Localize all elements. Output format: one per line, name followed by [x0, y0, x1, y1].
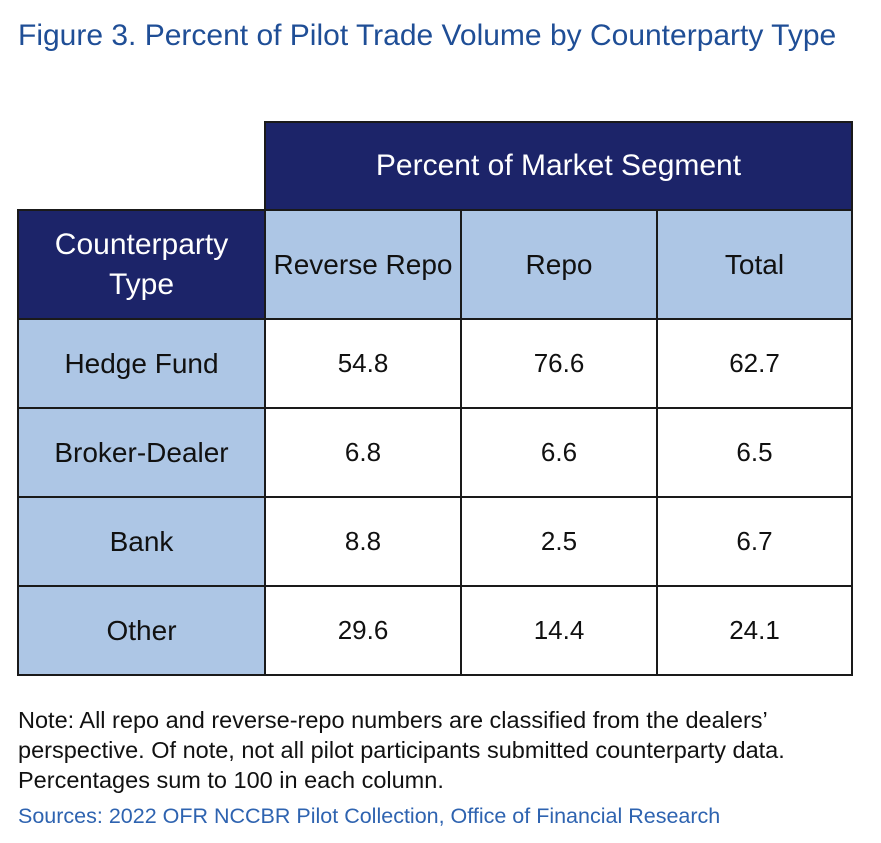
value-cell: 24.1	[656, 585, 853, 676]
value-cell: 6.8	[264, 407, 462, 498]
figure-title: Figure 3. Percent of Pilot Trade Volume …	[18, 19, 837, 52]
row-label: Hedge Fund	[17, 318, 266, 409]
column-header-repo: Repo	[460, 209, 658, 320]
column-header-total: Total	[656, 209, 853, 320]
value-cell: 6.5	[656, 407, 853, 498]
table-row: Hedge Fund 54.8 76.6 62.7	[17, 318, 853, 409]
group-header: Percent of Market Segment	[264, 121, 853, 211]
column-header-reverse-repo: Reverse Repo	[264, 209, 462, 320]
value-cell: 62.7	[656, 318, 853, 409]
row-header-title: Counterparty Type	[17, 209, 266, 320]
value-cell: 76.6	[460, 318, 658, 409]
row-label: Bank	[17, 496, 266, 587]
table-row: Other 29.6 14.4 24.1	[17, 585, 853, 676]
value-cell: 54.8	[264, 318, 462, 409]
value-cell: 6.7	[656, 496, 853, 587]
figure-note: Note: All repo and reverse-repo numbers …	[18, 707, 785, 793]
value-cell: 6.6	[460, 407, 658, 498]
table-row: Broker-Dealer 6.8 6.6 6.5	[17, 407, 853, 498]
row-label: Broker-Dealer	[17, 407, 266, 498]
table-row: Bank 8.8 2.5 6.7	[17, 496, 853, 587]
row-label: Other	[17, 585, 266, 676]
value-cell: 14.4	[460, 585, 658, 676]
value-cell: 29.6	[264, 585, 462, 676]
value-cell: 2.5	[460, 496, 658, 587]
value-cell: 8.8	[264, 496, 462, 587]
data-table: Percent of Market Segment Counterparty T…	[17, 121, 853, 676]
figure-sources: Sources: 2022 OFR NCCBR Pilot Collection…	[18, 804, 721, 828]
table-corner-blank	[18, 122, 265, 210]
